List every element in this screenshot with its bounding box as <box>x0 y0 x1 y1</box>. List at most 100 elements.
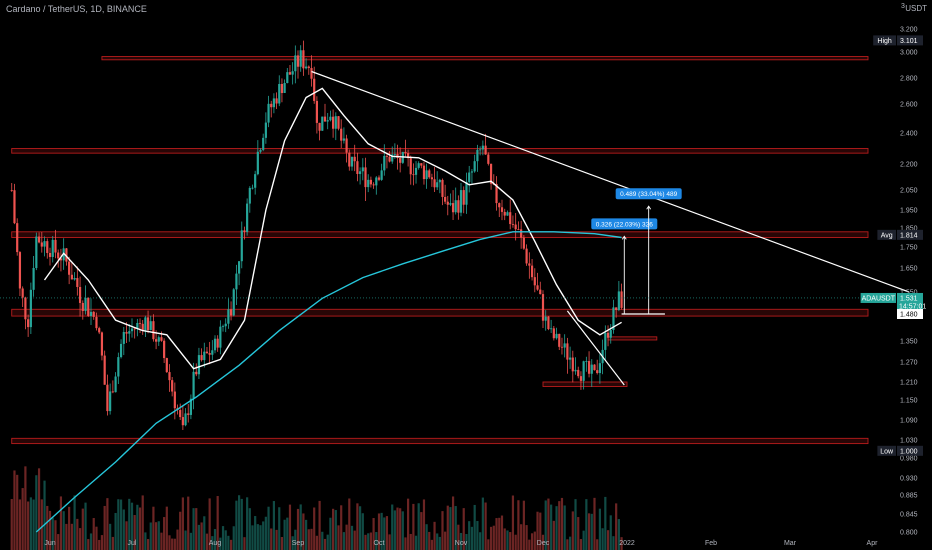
volume-bar <box>593 497 596 550</box>
volume-bar <box>240 498 243 550</box>
volume-bar <box>436 533 439 550</box>
volume-bar <box>157 521 160 550</box>
y-tick-label: 2.200 <box>900 162 918 169</box>
volume-bar <box>468 521 471 550</box>
x-tick-label: Aug <box>209 540 222 547</box>
volume-bar <box>73 495 76 550</box>
volume-bar <box>280 536 284 550</box>
candle-body <box>251 187 254 189</box>
volume-bar <box>470 526 474 550</box>
volume-bar <box>283 519 286 550</box>
currency-label: USDT <box>905 4 927 13</box>
volume-bar <box>451 496 455 550</box>
measure-label: 0.489 (33.04%) 489 <box>620 191 677 198</box>
volume-bar <box>216 496 219 550</box>
volume-bar <box>122 509 125 550</box>
x-tick-label: Dec <box>537 540 550 547</box>
volume-bar <box>262 521 265 550</box>
candle-body <box>149 321 152 331</box>
volume-bar <box>65 523 68 550</box>
candle-body <box>95 316 98 329</box>
candle-body <box>216 338 219 348</box>
price-value: 1.000 <box>900 448 918 455</box>
volume-bar <box>32 499 35 550</box>
volume-bar <box>332 508 335 550</box>
volume-bar <box>547 498 550 550</box>
candle-body <box>160 337 163 341</box>
volume-bar <box>84 502 87 550</box>
volume-bar <box>46 505 49 550</box>
volume-bar <box>337 525 340 550</box>
candle-body <box>195 371 198 375</box>
candle-body <box>340 128 343 141</box>
volume-bar <box>136 504 139 550</box>
candle-body <box>441 179 444 197</box>
y-tick-label: 1.090 <box>900 418 918 425</box>
volume-bar <box>227 535 230 550</box>
candle-body <box>318 122 321 131</box>
candle-body <box>213 338 217 351</box>
volume-bar <box>117 499 120 550</box>
candle-body <box>451 203 455 213</box>
candle-body <box>393 154 396 155</box>
candle-body <box>476 149 479 162</box>
volume-bar <box>264 516 267 550</box>
candle-body <box>246 203 249 232</box>
y-tick-label: 1.350 <box>900 339 918 346</box>
candle-body <box>470 171 474 173</box>
candle-body <box>224 323 227 327</box>
candle-body <box>18 252 22 289</box>
candle-body <box>350 156 354 167</box>
candle-body <box>109 391 112 412</box>
candle-body <box>517 229 520 231</box>
volume-bar <box>92 518 95 550</box>
volume-bar <box>459 532 463 550</box>
candle-body <box>353 156 356 162</box>
candle-body <box>582 361 585 381</box>
candle-body <box>571 357 574 372</box>
candle-body <box>267 103 270 123</box>
price-tag-box <box>877 229 896 240</box>
volume-bar <box>457 524 460 550</box>
volume-bar <box>409 533 412 550</box>
candle-body <box>114 376 117 393</box>
candle-body <box>473 161 476 172</box>
candle-body <box>457 200 460 213</box>
volume-bar <box>192 508 195 550</box>
volume-bar <box>246 497 249 550</box>
volume-bar <box>345 524 348 550</box>
candle-body <box>35 236 38 268</box>
x-tick-label: Nov <box>455 540 468 547</box>
candle-body <box>590 364 593 374</box>
volume-bar <box>275 529 278 550</box>
volume-bar <box>57 534 60 550</box>
volume-bar <box>18 499 22 550</box>
candle-body <box>37 236 41 243</box>
volume-bar <box>388 534 391 550</box>
candle-body <box>377 177 381 180</box>
volume-bar <box>100 535 104 550</box>
volume-bar <box>511 495 515 550</box>
candlestick-series <box>10 40 623 431</box>
candle-body <box>154 339 158 342</box>
volume-bar <box>294 529 297 550</box>
candle-body <box>98 328 101 333</box>
candle-body <box>54 239 57 253</box>
candle-body <box>367 179 370 188</box>
candle-body <box>181 417 184 426</box>
candle-body <box>587 361 591 374</box>
candle-body <box>615 307 618 311</box>
volume-bar <box>359 506 362 550</box>
volume-bar <box>585 499 588 550</box>
candle-body <box>262 137 265 150</box>
volume-bar <box>296 508 300 550</box>
candle-body <box>465 181 468 205</box>
volume-bar <box>446 505 449 550</box>
candle-body <box>356 161 359 174</box>
trendline <box>311 70 910 293</box>
candle-body <box>187 413 190 415</box>
volume-bar <box>377 513 381 550</box>
volume-bar <box>29 497 32 550</box>
volume-bar <box>154 522 158 550</box>
